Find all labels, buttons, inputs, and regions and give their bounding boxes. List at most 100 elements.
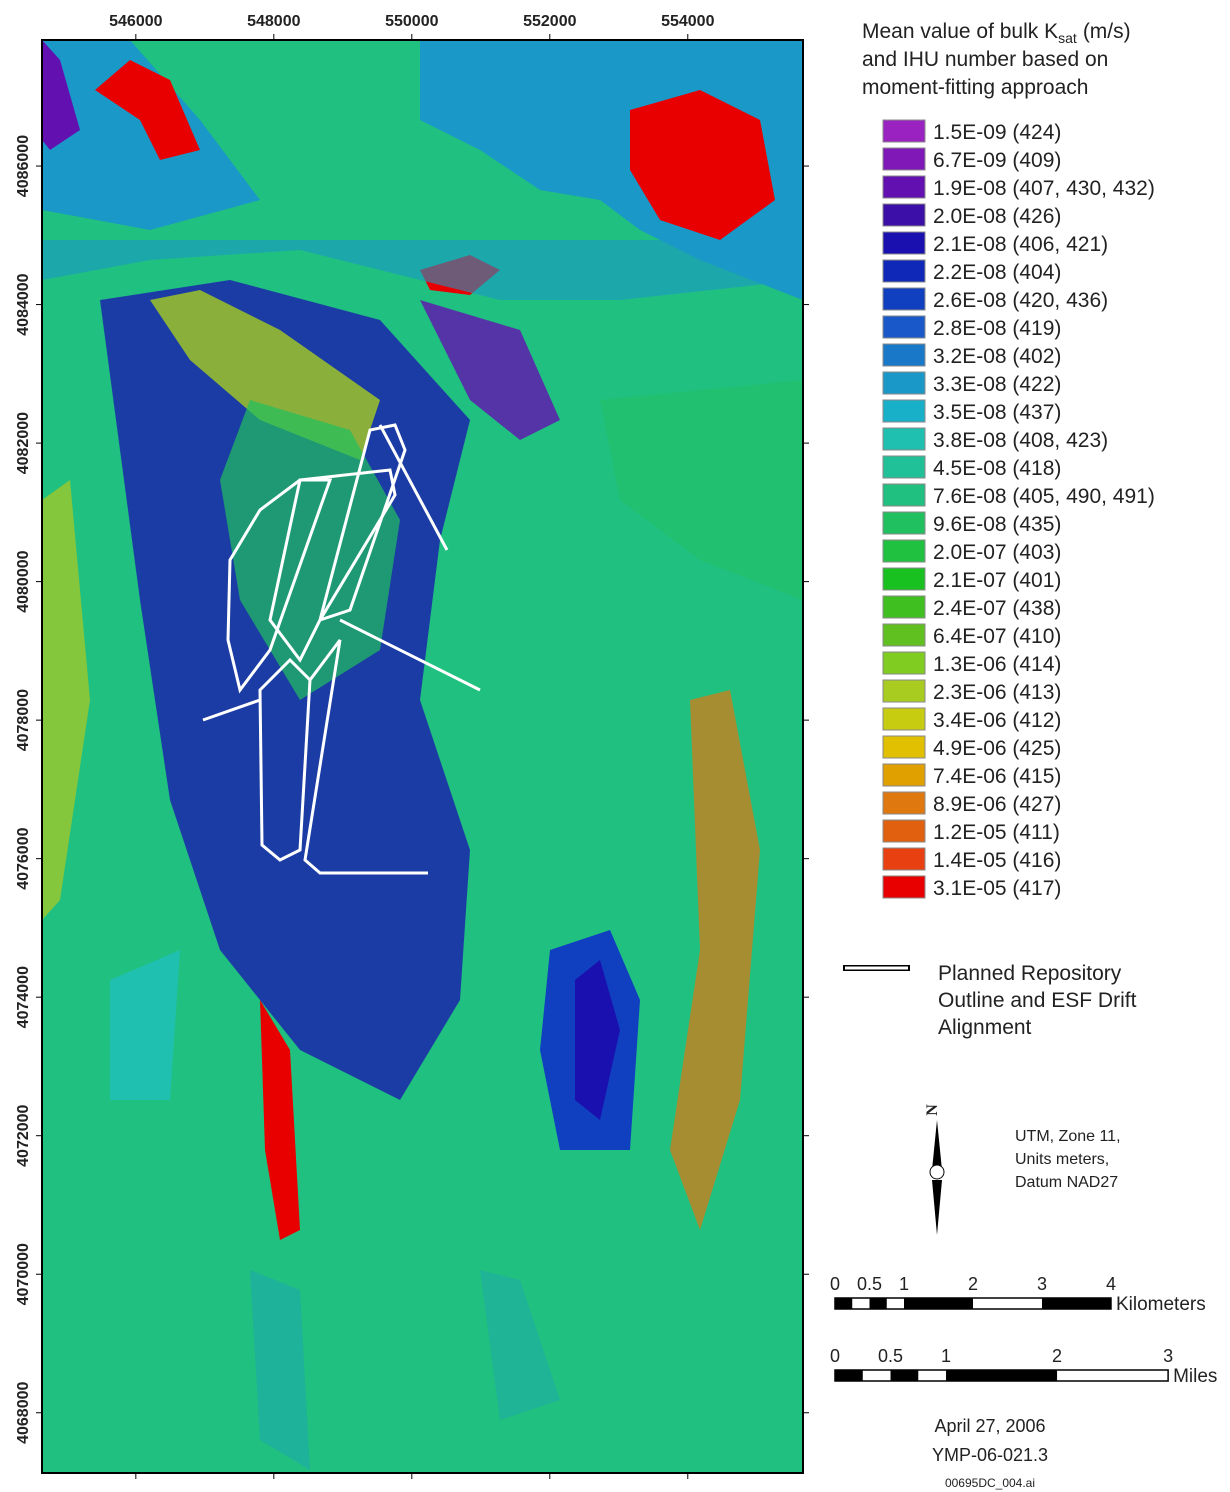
legend-swatch xyxy=(883,176,925,198)
projection-note: UTM, Zone 11, xyxy=(1015,1128,1121,1145)
north-label: N xyxy=(924,1104,941,1116)
scale-unit: Kilometers xyxy=(1116,1294,1206,1315)
scale-bar-segment xyxy=(946,1370,1057,1381)
scale-tick-label: 3 xyxy=(1037,1274,1047,1294)
legend-label: 1.9E-08 (407, 430, 432) xyxy=(933,177,1155,200)
legend-label: 6.7E-09 (409) xyxy=(933,149,1061,172)
scale-bar-segment xyxy=(904,1298,973,1309)
scale-bar-segment xyxy=(835,1298,852,1309)
legend-swatch xyxy=(883,680,925,702)
legend-label: 2.0E-08 (426) xyxy=(933,205,1061,228)
legend-swatch xyxy=(883,652,925,674)
legend-label: 2.1E-08 (406, 421) xyxy=(933,233,1108,256)
legend-swatch xyxy=(883,204,925,226)
legend-label: 2.1E-07 (401) xyxy=(933,569,1061,592)
legend-label: 1.5E-09 (424) xyxy=(933,121,1061,144)
legend-label: 3.2E-08 (402) xyxy=(933,345,1061,368)
legend-title-unit: (m/s) xyxy=(1083,20,1131,43)
legend-title: moment-fitting approach xyxy=(862,76,1088,99)
footer-file: 00695DC_004.ai xyxy=(945,1476,1035,1490)
legend-label: 7.6E-08 (405, 490, 491) xyxy=(933,485,1155,508)
legend-label: 9.6E-08 (435) xyxy=(933,513,1061,536)
legend-swatch xyxy=(883,428,925,450)
x-tick-label: 552000 xyxy=(523,13,576,30)
y-tick-label: 4082000 xyxy=(15,412,32,474)
x-tick-label: 554000 xyxy=(661,13,714,30)
legend-swatch xyxy=(883,260,925,282)
scale-bar-segment xyxy=(891,1370,919,1381)
legend-swatch xyxy=(883,232,925,254)
scale-tick-label: 1 xyxy=(899,1274,909,1294)
legend-swatch xyxy=(883,512,925,534)
y-tick-label: 4086000 xyxy=(15,135,32,197)
scale-tick-label: 0 xyxy=(830,1346,840,1366)
legend-label: 2.4E-07 (438) xyxy=(933,597,1061,620)
legend-label: 2.3E-06 (413) xyxy=(933,681,1061,704)
footer-date: April 27, 2006 xyxy=(934,1416,1045,1436)
legend-label: 4.9E-06 (425) xyxy=(933,737,1061,760)
projection-note: Units meters, xyxy=(1015,1151,1109,1168)
scale-tick-label: 3 xyxy=(1163,1346,1173,1366)
y-tick-label: 4072000 xyxy=(15,1104,32,1166)
legend-swatch xyxy=(883,316,925,338)
legend-label: 2.0E-07 (403) xyxy=(933,541,1061,564)
legend-title-text: Mean value of bulk K xyxy=(862,20,1058,43)
legend-title: Mean value of bulk Ksat (m/s) xyxy=(862,20,1131,46)
legend-label: 3.1E-05 (417) xyxy=(933,877,1061,900)
scale-tick-label: 2 xyxy=(968,1274,978,1294)
legend-title-subscript: sat xyxy=(1058,30,1077,46)
legend-swatch xyxy=(883,400,925,422)
legend-label: 3.5E-08 (437) xyxy=(933,401,1061,424)
legend-swatch xyxy=(883,456,925,478)
repository-label: Alignment xyxy=(938,1016,1032,1039)
legend-swatch xyxy=(883,120,925,142)
repository-label: Planned Repository xyxy=(938,962,1122,985)
scale-bar-segment xyxy=(835,1370,863,1381)
north-arrow xyxy=(930,1120,944,1235)
legend-swatch xyxy=(883,736,925,758)
legend-label: 8.9E-06 (427) xyxy=(933,793,1061,816)
scale-tick-label: 0.5 xyxy=(857,1274,882,1294)
legend-swatch xyxy=(883,372,925,394)
y-tick-label: 4084000 xyxy=(15,273,32,335)
legend-swatch xyxy=(883,596,925,618)
legend-swatch xyxy=(883,148,925,170)
scale-bar-segment xyxy=(1042,1298,1111,1309)
legend-swatch xyxy=(883,344,925,366)
y-tick-label: 4070000 xyxy=(15,1243,32,1305)
scale-tick-label: 1 xyxy=(941,1346,951,1366)
legend-swatch xyxy=(883,848,925,870)
legend-swatch xyxy=(883,792,925,814)
legend-swatch xyxy=(883,288,925,310)
scale-unit: Miles xyxy=(1173,1366,1217,1387)
legend-swatch xyxy=(883,820,925,842)
map-raster xyxy=(42,40,803,1473)
legend-label: 7.4E-06 (415) xyxy=(933,765,1061,788)
legend-label: 6.4E-07 (410) xyxy=(933,625,1061,648)
y-tick-label: 4074000 xyxy=(15,966,32,1028)
map-page: N 54600054800055000055200055400040680004… xyxy=(0,0,1230,1492)
scale-tick-label: 2 xyxy=(1052,1346,1062,1366)
scale-tick-label: 0.5 xyxy=(878,1346,903,1366)
legend-label: 2.8E-08 (419) xyxy=(933,317,1061,340)
y-tick-label: 4080000 xyxy=(15,550,32,612)
legend-swatch xyxy=(883,484,925,506)
scale-bar-segment xyxy=(869,1298,886,1309)
x-tick-label: 550000 xyxy=(385,13,438,30)
legend-swatch xyxy=(883,624,925,646)
legend-label: 1.3E-06 (414) xyxy=(933,653,1061,676)
legend-label: 1.4E-05 (416) xyxy=(933,849,1061,872)
legend-swatch xyxy=(883,708,925,730)
x-tick-label: 546000 xyxy=(109,13,162,30)
scale-tick-label: 0 xyxy=(830,1274,840,1294)
legend-label: 3.8E-08 (408, 423) xyxy=(933,429,1108,452)
legend-label: 2.6E-08 (420, 436) xyxy=(933,289,1108,312)
y-tick-label: 4078000 xyxy=(15,689,32,751)
scale-tick-label: 4 xyxy=(1106,1274,1116,1294)
legend-swatch xyxy=(883,876,925,898)
legend-title: and IHU number based on xyxy=(862,48,1108,71)
legend-label: 4.5E-08 (418) xyxy=(933,457,1061,480)
legend-swatch xyxy=(883,568,925,590)
repository-label: Outline and ESF Drift xyxy=(938,989,1137,1012)
legend-label: 1.2E-05 (411) xyxy=(933,821,1060,844)
